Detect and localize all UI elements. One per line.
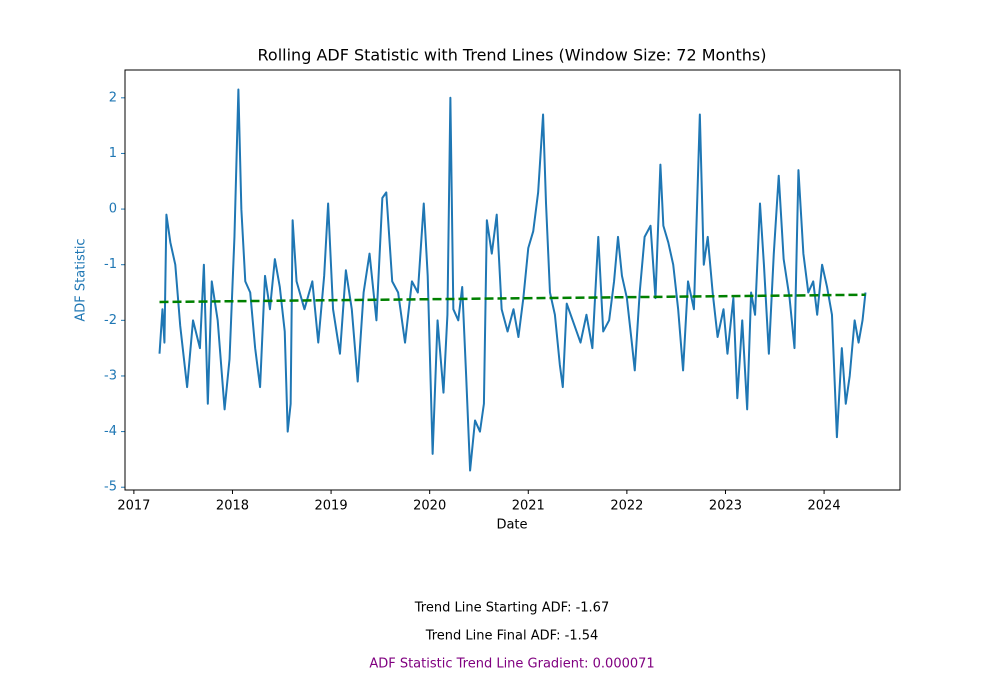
y-axis-label: ADF Statistic — [74, 238, 89, 321]
chart-title: Rolling ADF Statistic with Trend Lines (… — [258, 46, 767, 65]
y-tick-label: -3 — [104, 368, 117, 383]
y-tick-label: -4 — [104, 424, 117, 439]
y-tick-label: -5 — [104, 480, 117, 495]
plot-frame — [124, 69, 901, 491]
x-tick-label: 2019 — [315, 499, 348, 514]
data-line — [158, 88, 867, 472]
annotation: ADF Statistic Trend Line Gradient: 0.000… — [369, 657, 654, 672]
annotation: Trend Line Final ADF: -1.54 — [425, 629, 599, 644]
y-tick-label: -1 — [104, 257, 117, 272]
y-tick-label: 1 — [109, 146, 117, 161]
y-tick-label: 0 — [109, 202, 117, 217]
trend-line — [159, 293, 866, 304]
x-tick-label: 2021 — [512, 499, 545, 514]
y-tick-label: 2 — [109, 90, 117, 105]
x-axis-label: Date — [496, 518, 527, 533]
x-tick-label: 2017 — [117, 499, 150, 514]
x-tick-label: 2018 — [216, 499, 249, 514]
x-tick-label: 2023 — [709, 499, 742, 514]
x-tick-label: 2020 — [413, 499, 446, 514]
y-tick-label: -2 — [104, 313, 117, 328]
x-tick-label: 2024 — [808, 499, 841, 514]
x-tick-label: 2022 — [610, 499, 643, 514]
annotation: Trend Line Starting ADF: -1.67 — [414, 601, 609, 616]
